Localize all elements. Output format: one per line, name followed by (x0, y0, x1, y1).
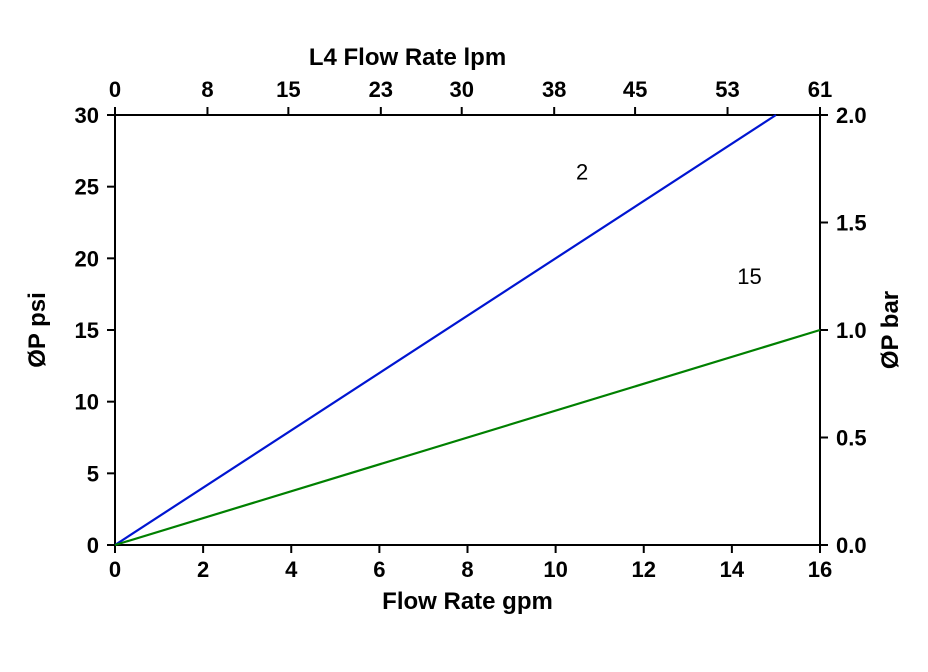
x-top-tick-label: 61 (808, 77, 832, 102)
x-bottom-tick-label: 14 (720, 557, 745, 582)
x-bottom-tick-label: 2 (197, 557, 209, 582)
y-left-tick-label: 25 (75, 175, 99, 200)
x-top-tick-label: 8 (201, 77, 213, 102)
y-right-tick-label: 0.5 (836, 426, 867, 451)
y-right-tick-label: 0.0 (836, 533, 867, 558)
x-bottom-tick-label: 10 (543, 557, 567, 582)
x-bottom-tick-label: 4 (285, 557, 298, 582)
series-15-label: 15 (737, 264, 761, 289)
y-left-tick-label: 15 (75, 318, 99, 343)
x-bottom-tick-label: 12 (632, 557, 656, 582)
x-top-tick-label: 53 (715, 77, 739, 102)
series-2-label: 2 (576, 160, 588, 185)
y-right-tick-label: 1.0 (836, 318, 867, 343)
chart-container: 0246810121416Flow Rate gpm08152330384553… (0, 0, 928, 672)
x-top-tick-label: 45 (623, 77, 647, 102)
x-top-tick-label: 15 (276, 77, 300, 102)
y-left-tick-label: 30 (75, 103, 99, 128)
y-right-tick-label: 1.5 (836, 211, 867, 236)
x-top-tick-label: 38 (542, 77, 566, 102)
x-bottom-tick-label: 0 (109, 557, 121, 582)
x-bottom-tick-label: 16 (808, 557, 832, 582)
y-left-title: ØP psi (24, 292, 51, 368)
y-left-tick-label: 0 (87, 533, 99, 558)
y-left-tick-label: 10 (75, 390, 99, 415)
x-top-tick-label: 30 (449, 77, 473, 102)
x-bottom-title: Flow Rate gpm (382, 588, 553, 615)
x-bottom-tick-label: 6 (373, 557, 385, 582)
x-bottom-tick-label: 8 (461, 557, 473, 582)
y-left-tick-label: 20 (75, 246, 99, 271)
y-right-tick-label: 2.0 (836, 103, 867, 128)
y-left-tick-label: 5 (87, 461, 99, 486)
y-right-title: ØP bar (877, 291, 904, 369)
flow-rate-chart: 0246810121416Flow Rate gpm08152330384553… (0, 0, 928, 672)
x-top-tick-label: 0 (109, 77, 121, 102)
x-top-tick-label: 23 (369, 77, 393, 102)
x-top-title: L4 Flow Rate lpm (309, 44, 506, 71)
